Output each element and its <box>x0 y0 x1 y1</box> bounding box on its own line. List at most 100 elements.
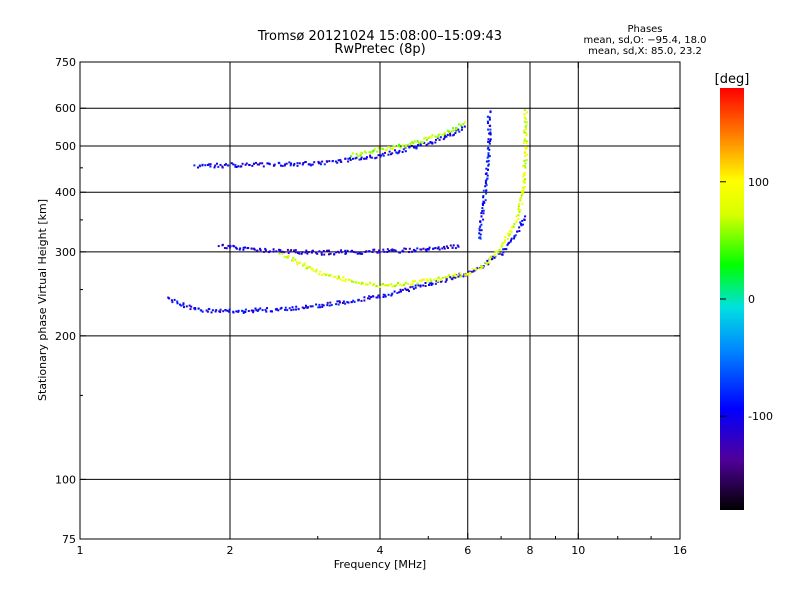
echo-point <box>360 158 363 161</box>
echo-point <box>438 133 441 136</box>
echo-point <box>285 162 288 165</box>
echo-point <box>513 223 516 226</box>
echo-point <box>176 300 179 303</box>
echo-point <box>305 304 307 307</box>
echo-point <box>515 215 518 218</box>
echo-point <box>487 164 490 167</box>
echo-point <box>445 277 448 280</box>
echo-point <box>347 301 350 304</box>
echo-point <box>460 275 463 277</box>
echo-point <box>520 224 523 227</box>
echo-point <box>440 280 443 283</box>
echo-point <box>525 140 528 143</box>
echo-point <box>396 152 399 155</box>
echo-point <box>524 154 527 157</box>
echo-point <box>296 252 299 254</box>
echo-point <box>464 273 467 276</box>
echo-point <box>242 248 245 251</box>
echo-point <box>387 153 390 156</box>
echo-point <box>434 247 437 249</box>
echo-point <box>485 262 488 265</box>
echo-point <box>438 138 441 141</box>
echo-point <box>256 249 259 252</box>
echo-point <box>350 301 353 304</box>
echo-point <box>388 150 391 153</box>
echo-point <box>427 142 430 145</box>
echo-point <box>525 159 528 161</box>
echo-point <box>422 141 425 144</box>
echo-point <box>336 300 339 303</box>
x-tick-label: 2 <box>227 544 234 557</box>
echo-point <box>320 252 323 254</box>
echo-point <box>287 255 290 257</box>
echo-point <box>345 252 347 255</box>
echo-point <box>398 144 400 147</box>
echo-point <box>170 299 173 302</box>
echo-point <box>459 275 462 278</box>
echo-point <box>240 165 243 168</box>
echo-point <box>525 153 528 156</box>
echo-point <box>393 290 396 293</box>
axis-ticks: 1 2 4 6 8 10 16 75 100 200 300 400 500 600 750 <box>55 56 687 557</box>
echo-point <box>511 225 514 228</box>
echo-point <box>411 283 414 285</box>
echo-point <box>457 128 460 131</box>
echo-point <box>404 150 407 153</box>
echo-point <box>435 280 438 283</box>
echo-point <box>449 276 452 279</box>
echo-point <box>485 160 488 163</box>
echo-point <box>366 283 369 286</box>
echo-point <box>266 307 268 310</box>
echo-point <box>395 151 398 154</box>
echo-point <box>340 161 343 163</box>
echo-point <box>476 267 479 270</box>
echo-point <box>429 141 432 144</box>
echo-point <box>304 306 307 309</box>
echo-point <box>506 232 509 235</box>
echo-point <box>168 297 171 300</box>
echo-point <box>241 162 244 165</box>
echo-point <box>368 297 371 300</box>
echo-point <box>501 243 504 246</box>
echo-point <box>295 305 298 308</box>
echo-point <box>204 164 207 167</box>
echo-point <box>426 248 429 250</box>
echo-point <box>284 308 287 311</box>
echo-point <box>422 284 425 287</box>
echo-point <box>397 151 400 154</box>
echo-point <box>310 251 313 254</box>
echo-point <box>424 136 427 139</box>
echo-point <box>461 126 464 129</box>
echo-point <box>372 248 375 251</box>
echo-point <box>261 162 264 165</box>
echo-point <box>414 284 417 287</box>
echo-point <box>384 284 386 287</box>
echo-point <box>479 225 482 228</box>
echo-point <box>444 276 447 279</box>
echo-point <box>392 148 394 150</box>
echo-point <box>234 164 237 167</box>
echo-point <box>209 163 212 166</box>
echo-point <box>447 130 450 133</box>
echo-point <box>301 264 304 267</box>
echo-point <box>352 281 355 283</box>
echo-point <box>460 128 463 131</box>
echo-point <box>524 126 527 129</box>
echo-point <box>208 308 211 311</box>
echo-point <box>504 239 506 242</box>
echo-point <box>478 229 481 232</box>
echo-point <box>410 283 412 286</box>
echo-point <box>371 156 374 159</box>
echo-point <box>521 219 524 222</box>
echo-point <box>315 303 318 306</box>
echo-point <box>456 244 459 247</box>
colorbar-tick-label: 0 <box>748 293 755 306</box>
echo-point <box>487 138 490 141</box>
echo-point <box>190 305 193 308</box>
echo-point <box>391 250 394 252</box>
echo-point <box>267 162 270 165</box>
x-tick-label: 16 <box>673 544 687 557</box>
echo-point <box>408 247 411 250</box>
echo-point <box>487 146 490 149</box>
echo-point <box>489 128 492 131</box>
